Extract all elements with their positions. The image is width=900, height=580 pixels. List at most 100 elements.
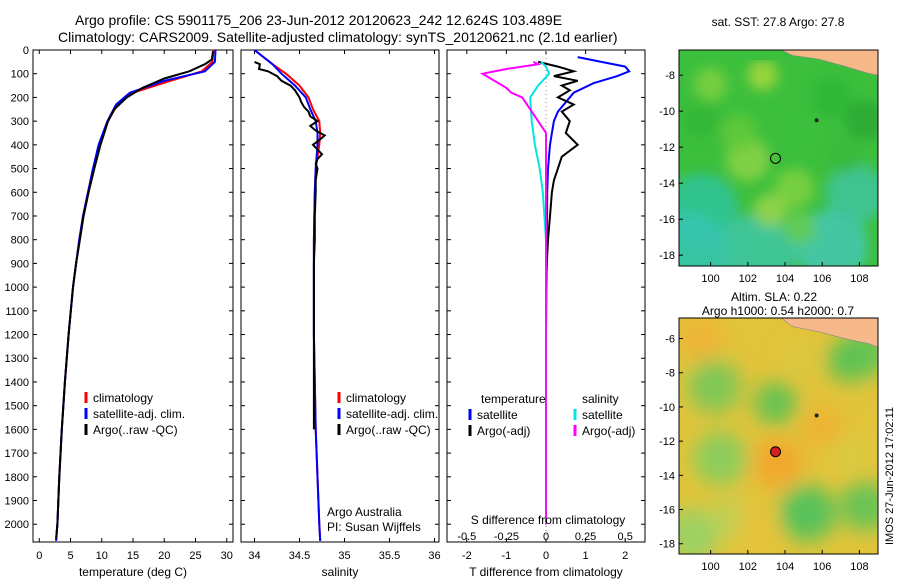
diff-x2tick-label: 0.5: [618, 531, 633, 543]
depth-tick-label: 900: [11, 258, 29, 270]
sal-xtick-label: 34.5: [289, 550, 310, 562]
sla-map-title-2: Argo h1000: 0.54 h2000: 0.7: [702, 304, 854, 318]
sal-series-argo-raw-qc-: [254, 60, 327, 430]
sla-map-land: [780, 318, 878, 348]
sst-map-field-patch: [811, 76, 852, 117]
sal-annotation-1: Argo Australia: [327, 505, 402, 519]
depth-tick-label: 400: [11, 140, 29, 152]
sla-map-ytick-label: -12: [659, 436, 675, 448]
diff-temp-legend-entry: satellite: [477, 408, 518, 422]
sla-map-island-marker: [814, 413, 819, 418]
temp-xtick-label: 20: [158, 550, 170, 562]
sla-map-field-patch: [679, 318, 724, 361]
sst-map-field-patch: [693, 67, 728, 101]
diff-xtick-label: 1: [583, 550, 589, 562]
sst-map-land: [781, 50, 878, 76]
depth-tick-label: 1200: [5, 330, 29, 342]
depth-tick-label: 600: [11, 187, 29, 199]
depth-tick-label: 1800: [5, 472, 29, 484]
sst-map-field-patch: [827, 139, 862, 173]
sst-map-ytick-label: -14: [659, 178, 675, 190]
temp-xlabel: temperature (deg C): [79, 565, 187, 579]
sst-map-field-patch: [774, 168, 815, 209]
sal-xtick-label: 36: [428, 550, 440, 562]
sst-map-field-patch: [747, 60, 778, 91]
sla-map-field-patch: [839, 481, 878, 532]
diff-x2tick-label: 0.25: [575, 531, 596, 543]
depth-tick-label: 1300: [5, 353, 29, 365]
diff-sal-legend-entry: satellite: [582, 408, 623, 422]
depth-tick-label: 1600: [5, 424, 29, 436]
sla-map-ytick-label: -10: [659, 402, 675, 414]
sla-map-field-patch: [752, 438, 803, 489]
sst-map-xtick-label: 100: [701, 273, 719, 285]
sla-map-ytick-label: -14: [659, 470, 675, 482]
sla-map-field-blobs: [679, 318, 878, 554]
header-line-2: Climatology: CARS2009. Satellite-adjuste…: [58, 29, 618, 45]
sst-map-field-patch: [682, 101, 720, 139]
depth-tick-label: 1700: [5, 448, 29, 460]
sla-map-frame: [678, 317, 879, 555]
sla-map-xtick-label: 106: [813, 561, 831, 573]
diff-xtick-label: -1: [502, 550, 512, 562]
temp-xtick-label: 10: [96, 550, 108, 562]
depth-tick-label: 500: [11, 164, 29, 176]
sst-map-field-patch: [679, 213, 731, 266]
sst-map-field-patch: [720, 114, 757, 152]
sal-series-satellite-adj-clim-: [253, 49, 322, 541]
sst-map-xtick-label: 108: [850, 273, 868, 285]
sst-map-field-patch: [753, 193, 787, 227]
temp-xtick-label: 0: [36, 550, 42, 562]
sla-map-field-patch: [783, 342, 817, 376]
sst-map-float-marker: [770, 152, 782, 164]
diff-xlabel: T difference from climatology: [469, 565, 623, 579]
sla-map-xtick-label: 108: [850, 561, 868, 573]
sal-legend-entry: climatology: [346, 391, 406, 405]
depth-tick-label: 300: [11, 116, 29, 128]
sla-map-field-patch: [737, 503, 778, 544]
temp-legend-entry: satellite-adj. clim.: [93, 407, 185, 421]
sla-map-title-1: Altim. SLA: 0.22: [731, 290, 817, 304]
sst-map-frame: [678, 49, 879, 267]
temp-axes-frame: [32, 49, 234, 543]
sla-map-field-patch: [679, 508, 719, 554]
sal-axes-frame: [240, 49, 440, 543]
diff-x2label: S difference from climatology: [471, 513, 626, 527]
diff-series-salinity-argo-adj-: [479, 60, 547, 525]
temp-legend-entry: Argo(..raw -QC): [93, 423, 178, 437]
sal-xlabel: salinity: [322, 565, 359, 579]
depth-tick-label: 200: [11, 92, 29, 104]
sla-map-field-patch: [800, 405, 844, 450]
header-line-1: Argo profile: CS 5901175_206 23-Jun-2012…: [75, 12, 563, 28]
sla-map-xtick-label: 100: [701, 561, 719, 573]
depth-tick-label: 100: [11, 69, 29, 81]
diff-temp-legend-entry: Argo(-adj): [477, 424, 530, 438]
diff-x2tick-label: -0.25: [494, 531, 519, 543]
sla-map-xtick-label: 104: [776, 561, 794, 573]
sst-map-field-patch: [783, 211, 817, 245]
depth-tick-label: 1900: [5, 496, 29, 508]
sla-map-ytick-label: -18: [659, 539, 675, 551]
sst-map-field-blobs: [679, 60, 878, 266]
diff-legend-title-salinity: salinity: [582, 392, 619, 406]
sst-map-xtick-label: 104: [776, 273, 794, 285]
depth-tick-label: 2000: [5, 519, 29, 531]
sst-map-title: sat. SST: 27.8 Argo: 27.8: [712, 15, 845, 29]
temp-xtick-label: 15: [127, 550, 139, 562]
sst-map-field-patch: [844, 100, 878, 141]
sla-map-field: [679, 318, 878, 554]
sst-map-xtick-label: 102: [739, 273, 757, 285]
sst-map-ytick-label: -18: [659, 250, 675, 262]
depth-tick-label: 1100: [5, 306, 29, 318]
sst-map-ytick-label: -10: [659, 106, 675, 118]
depth-tick-label: 1400: [5, 377, 29, 389]
sla-map-float-marker: [770, 446, 782, 458]
sal-legend-entry: Argo(..raw -QC): [346, 423, 431, 437]
sst-map-field: [679, 50, 878, 266]
sal-xtick-label: 35.5: [379, 550, 400, 562]
sla-map-field-patch: [753, 381, 798, 426]
sla-map-field-patch: [687, 359, 742, 414]
temp-xtick-label: 5: [67, 550, 73, 562]
sst-map-ytick-label: -12: [659, 142, 675, 154]
